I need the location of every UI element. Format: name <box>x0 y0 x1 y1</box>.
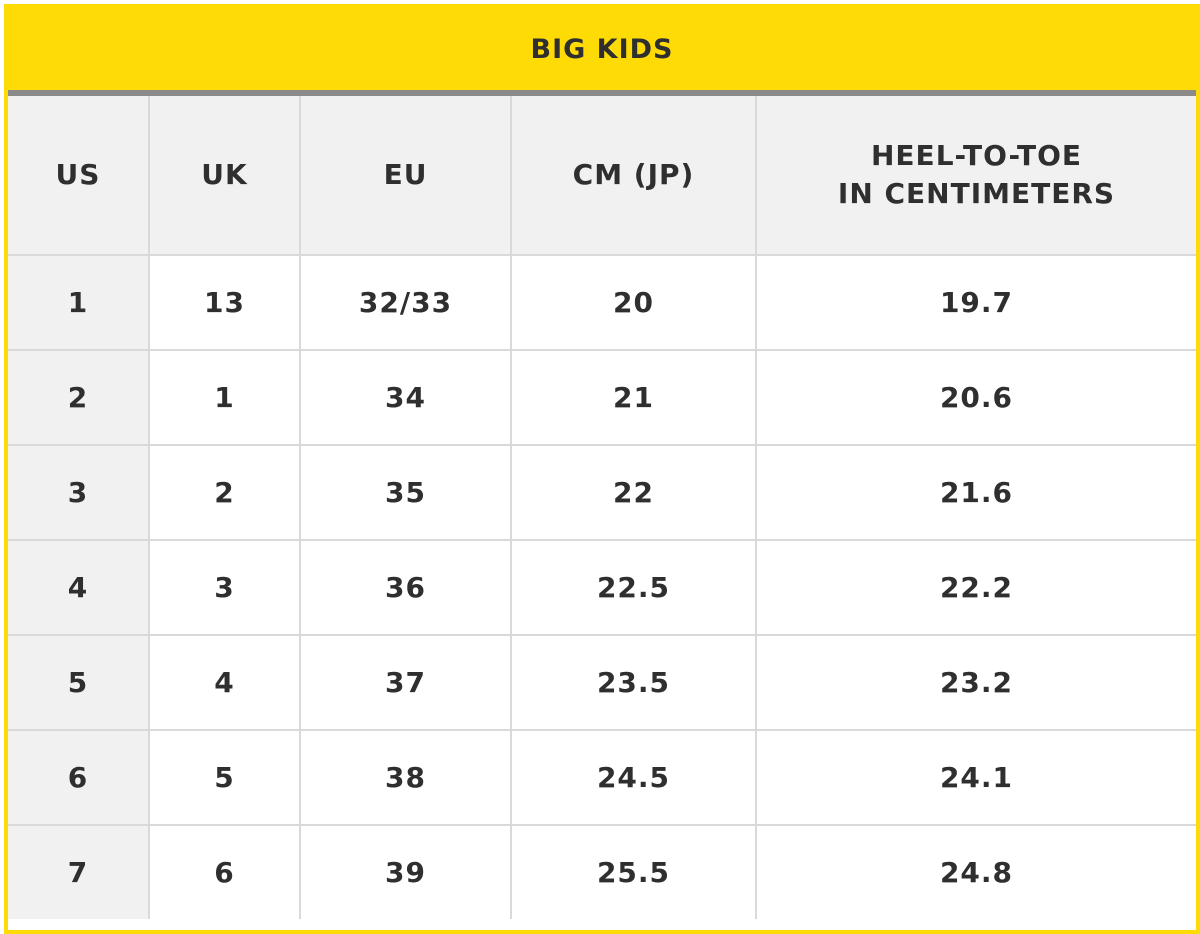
cell-cm-jp: 22 <box>510 444 757 541</box>
cell-cm-jp: 24.5 <box>510 729 757 826</box>
cell-uk: 2 <box>148 444 301 541</box>
cell-us: 3 <box>8 444 150 541</box>
cell-heel-to-toe: 19.7 <box>755 254 1196 351</box>
header-row: US UK EU CM (JP) HEEL-TO-TOE IN CENTIMET… <box>8 96 1196 256</box>
cell-eu: 34 <box>299 349 512 446</box>
cell-us: 4 <box>8 539 150 636</box>
table-row: 7 6 39 25.5 24.8 <box>8 824 1196 919</box>
cell-heel-to-toe: 24.1 <box>755 729 1196 826</box>
size-chart-frame: BIG KIDS US UK EU CM (JP) <box>4 4 1200 934</box>
cell-heel-to-toe: 20.6 <box>755 349 1196 446</box>
cell-uk: 1 <box>148 349 301 446</box>
cell-eu: 38 <box>299 729 512 826</box>
cell-us: 2 <box>8 349 150 446</box>
cell-uk: 4 <box>148 634 301 731</box>
column-header-eu: EU <box>299 96 512 256</box>
chart-title-bar: BIG KIDS <box>8 8 1196 90</box>
cell-heel-to-toe: 22.2 <box>755 539 1196 636</box>
cell-cm-jp: 25.5 <box>510 824 757 919</box>
table-row: 2 1 34 21 20.6 <box>8 349 1196 446</box>
cell-eu: 37 <box>299 634 512 731</box>
cell-us: 5 <box>8 634 150 731</box>
column-header-us: US <box>8 96 150 256</box>
column-header-uk: UK <box>148 96 301 256</box>
column-header-label: EU <box>383 158 428 191</box>
cell-uk: 5 <box>148 729 301 826</box>
cell-us: 7 <box>8 824 150 919</box>
cell-heel-to-toe: 21.6 <box>755 444 1196 541</box>
column-header-cm-jp: CM (JP) <box>510 96 757 256</box>
column-header-label-line-1: HEEL-TO-TOE <box>871 139 1082 172</box>
table-row: 6 5 38 24.5 24.1 <box>8 729 1196 826</box>
cell-uk: 13 <box>148 254 301 351</box>
column-header-heel-to-toe: HEEL-TO-TOE IN CENTIMETERS <box>755 96 1196 256</box>
cell-cm-jp: 22.5 <box>510 539 757 636</box>
title-divider <box>8 90 1196 96</box>
column-header-label: CM (JP) <box>572 158 695 191</box>
column-header-label-line-2: IN CENTIMETERS <box>837 177 1116 210</box>
cell-cm-jp: 20 <box>510 254 757 351</box>
cell-eu: 32/33 <box>299 254 512 351</box>
cell-eu: 35 <box>299 444 512 541</box>
cell-us: 1 <box>8 254 150 351</box>
table-row: 5 4 37 23.5 23.2 <box>8 634 1196 731</box>
cell-uk: 6 <box>148 824 301 919</box>
cell-us: 6 <box>8 729 150 826</box>
table-row: 3 2 35 22 21.6 <box>8 444 1196 541</box>
cell-eu: 36 <box>299 539 512 636</box>
cell-eu: 39 <box>299 824 512 919</box>
table-row: 4 3 36 22.5 22.2 <box>8 539 1196 636</box>
cell-heel-to-toe: 23.2 <box>755 634 1196 731</box>
column-header-label: UK <box>201 158 248 191</box>
cell-heel-to-toe: 24.8 <box>755 824 1196 919</box>
cell-uk: 3 <box>148 539 301 636</box>
size-table: US UK EU CM (JP) HEEL-TO-TOE IN CENTIMET… <box>8 96 1196 919</box>
column-header-label: US <box>55 158 101 191</box>
chart-title: BIG KIDS <box>530 33 674 65</box>
cell-cm-jp: 21 <box>510 349 757 446</box>
cell-cm-jp: 23.5 <box>510 634 757 731</box>
table-row: 1 13 32/33 20 19.7 <box>8 254 1196 351</box>
